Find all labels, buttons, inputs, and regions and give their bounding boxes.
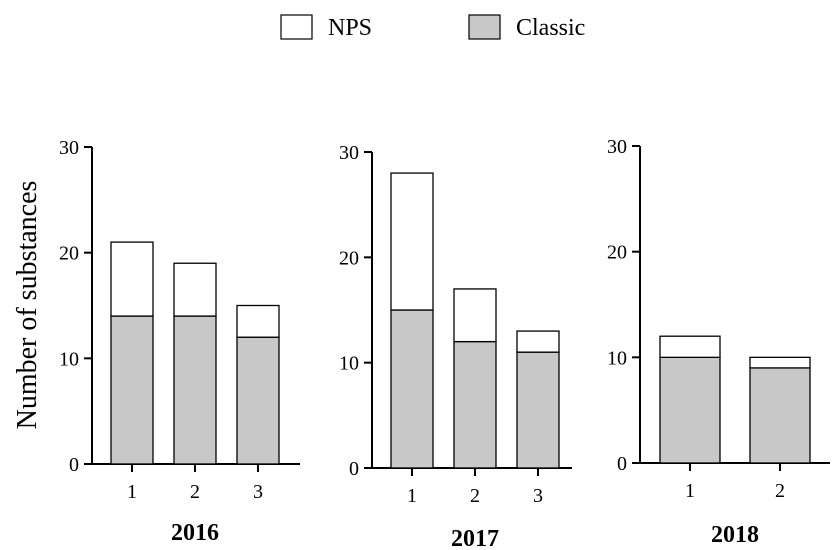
chart-panel-2016: 0 10 20 30 1 2 3 2016	[59, 137, 300, 546]
bar-nps-1	[110, 241, 154, 317]
bar-classic-3	[236, 336, 280, 465]
x-tick-label: 2	[470, 485, 480, 507]
bar-classic-1	[110, 315, 154, 465]
x-tick-label: 3	[533, 485, 543, 507]
y-tick-label: 10	[59, 348, 79, 370]
bar-nps-2	[173, 262, 217, 317]
bar-nps-3	[516, 330, 560, 353]
bar-classic-1	[659, 356, 721, 464]
y-tick-label: 0	[69, 454, 79, 476]
bar-nps-2	[749, 356, 811, 369]
bar-classic-1	[390, 309, 434, 469]
legend-label-nps: NPS	[328, 15, 372, 41]
bar-classic-2	[173, 315, 217, 465]
x-tick-label: 2	[190, 481, 200, 503]
panel-year-label: 2016	[171, 520, 219, 546]
y-tick-label: 0	[349, 458, 359, 480]
chart-panels: 0 10 20 30 1 2 3 2016 0 10 20 30 1 2 3 2017 0 10 20 30 1 2 201…	[59, 136, 830, 550]
bar-classic-2	[749, 367, 811, 464]
bar-nps-1	[659, 335, 721, 358]
bar-classic-3	[516, 351, 560, 469]
y-tick-label: 0	[617, 453, 627, 475]
x-tick-label: 1	[685, 480, 695, 502]
panel-year-label: 2017	[451, 526, 499, 550]
bar-nps-2	[453, 288, 497, 343]
panel-year-label: 2018	[711, 522, 759, 548]
x-tick-label: 3	[253, 481, 263, 503]
chart-panel-2017: 0 10 20 30 1 2 3 2017	[339, 142, 572, 550]
y-axis-label: Number of substances	[12, 181, 43, 430]
y-tick-label: 10	[339, 353, 359, 375]
y-tick-label: 20	[339, 247, 359, 269]
y-tick-label: 30	[59, 137, 79, 159]
y-tick-label: 20	[59, 243, 79, 265]
bar-nps-3	[236, 304, 280, 338]
chart-panel-2018: 0 10 20 30 1 2 2018	[607, 136, 830, 548]
y-tick-label: 20	[607, 242, 627, 264]
bar-nps-1	[390, 172, 434, 311]
legend: NPS Classic	[280, 14, 585, 41]
y-tick-label: 30	[607, 136, 627, 158]
bar-classic-2	[453, 340, 497, 469]
y-tick-label: 30	[339, 142, 359, 164]
x-tick-label: 1	[127, 481, 137, 503]
legend-label-classic: Classic	[516, 15, 585, 41]
legend-swatch-nps	[280, 14, 313, 40]
legend-swatch-classic	[468, 14, 501, 40]
x-tick-label: 2	[775, 480, 785, 502]
x-tick-label: 1	[407, 485, 417, 507]
y-tick-label: 10	[607, 347, 627, 369]
